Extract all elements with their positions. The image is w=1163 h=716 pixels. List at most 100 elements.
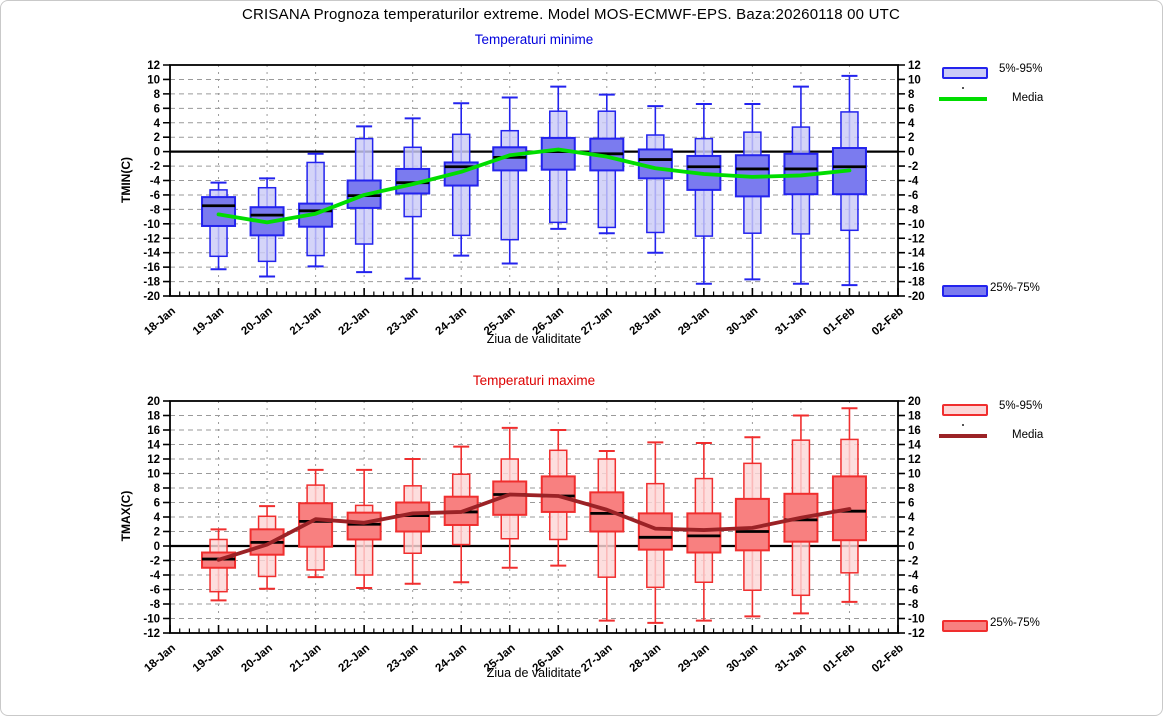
tmax-legend-media-label: Media [1012, 429, 1044, 441]
tmax-legend-5-95-label: 5%-95% [999, 400, 1043, 412]
tmin-y-tick-label-left: -18 [143, 277, 160, 289]
tmin-box-24-Jan [443, 102, 479, 257]
tmax-box-27-Jan [589, 450, 625, 622]
tmax-plot-border [169, 400, 899, 634]
tmax-y-tick-label-left: 12 [147, 454, 160, 466]
tmin-legend-dot [962, 87, 964, 89]
tmin-y-tick-label-right: -12 [908, 233, 925, 245]
tmin-y-tick-label-right: -2 [908, 161, 918, 173]
tmax-y-tick-label-right: 10 [908, 469, 921, 481]
tmax-y-tick-label-left: 20 [147, 396, 160, 408]
tmax-y-tick-label-left: 10 [147, 469, 160, 481]
tmax-y-tick-label-left: 8 [154, 483, 161, 495]
box-25-75 [346, 511, 382, 541]
tmax-legend-5-95-swatch [942, 404, 988, 416]
tmin-y-tick-label-left: -6 [150, 190, 160, 202]
tmin-box-28-Jan [637, 105, 673, 254]
tmax-y-tick-label-right: 8 [908, 483, 915, 495]
tmax-y-tick-label-right: -2 [908, 556, 918, 568]
tmax-y-tick-label-right: -10 [908, 614, 925, 626]
tmin-y-tick-label-left: -4 [150, 176, 161, 188]
tmax-y-tick-label-right: 6 [908, 498, 914, 510]
tmax-y-tick-label-left: -4 [150, 570, 161, 582]
tmax-y-tick-label-right: 18 [908, 411, 921, 423]
tmax-y-tick-label-right: 12 [908, 454, 921, 466]
tmax-y-tick-label-right: 14 [908, 440, 921, 452]
tmin-y-tick-label-left: -12 [143, 233, 160, 245]
tmin-y-tick-label-right: 4 [908, 118, 915, 130]
tmax-chart: -12 -12 -10 -10 -8 -8 -6 -6 -4 -4 -2 -2 0 0 2 2 4 4 6 6 8 8 10… [142, 396, 924, 675]
tmin-y-axis-label: TMIN(C) [119, 157, 133, 203]
box-25-75 [734, 497, 770, 552]
tmin-plot-border [169, 64, 899, 297]
tmin-y-tick-label-left: -10 [143, 219, 160, 231]
tmin-y-tick-label-left: -14 [143, 248, 160, 260]
tmax-legend-dot [962, 424, 964, 426]
tmax-y-tick-label-left: 2 [154, 527, 160, 539]
tmin-y-tick-label-left: 0 [154, 147, 160, 159]
tmin-legend-25-75-swatch [942, 285, 988, 297]
tmax-x-axis-title: Ziua de validitate [486, 666, 582, 680]
tmin-legend-media-swatch [939, 97, 987, 101]
tmin-y-tick-label-left: -2 [150, 161, 160, 173]
tmax-chart-title: Temperaturi maxime [472, 373, 596, 388]
tmin-y-tick-label-right: 10 [908, 74, 921, 86]
tmax-y-tick-label-right: -12 [908, 628, 925, 640]
tmax-y-tick-label-left: 4 [154, 512, 161, 524]
tmin-y-tick-label-left: 6 [154, 103, 160, 115]
tmin-y-tick-label-left: 8 [154, 89, 161, 101]
tmin-legend-media-label: Media [1012, 92, 1044, 104]
tmin-y-tick-label-left: 12 [147, 60, 160, 72]
tmax-box-01-Feb [831, 407, 867, 603]
tmin-x-axis-title: Ziua de validitate [486, 332, 582, 346]
tmax-y-tick-label-left: 16 [147, 425, 160, 437]
tmin-y-tick-label-left: 4 [154, 118, 161, 130]
tmax-mean-line [216, 492, 852, 562]
tmin-mean-line [216, 147, 852, 225]
tmax-y-tick-label-right: 16 [908, 425, 921, 437]
tmax-box-28-Jan [637, 441, 673, 624]
tmax-y-tick-label-left: -2 [150, 556, 160, 568]
tmax-box-30-Jan [734, 436, 770, 618]
tmin-y-tick-label-right: -14 [908, 248, 925, 260]
tmax-y-tick-label-left: 14 [147, 440, 160, 452]
box-25-75 [686, 512, 722, 554]
tmax-y-tick-label-right: 2 [908, 527, 914, 539]
box-25-75 [589, 491, 625, 533]
tmax-y-tick-label-right: -6 [908, 585, 918, 597]
tmin-legend-5-95-label: 5%-95% [999, 63, 1043, 75]
tmax-y-tick-label-left: -10 [143, 614, 160, 626]
tmin-y-tick-label-left: -8 [150, 204, 161, 216]
tmin-y-tick-label-left: 10 [147, 74, 160, 86]
tmin-y-tick-label-right: -10 [908, 219, 925, 231]
tmax-y-tick-label-left: -12 [143, 628, 160, 640]
tmax-y-tick-label-left: -6 [150, 585, 160, 597]
tmin-y-tick-label-right: 12 [908, 60, 921, 72]
tmax-y-tick-label-left: 6 [154, 498, 160, 510]
tmin-y-tick-label-right: 6 [908, 103, 914, 115]
tmax-box-23-Jan [395, 458, 431, 585]
tmax-y-axis-label: TMAX(C) [119, 490, 133, 542]
tmin-box-23-Jan [395, 117, 431, 280]
tmax-legend-25-75-swatch [942, 620, 988, 632]
tmax-y-tick-label-right: -4 [908, 570, 919, 582]
tmin-y-tick-label-right: -8 [908, 204, 919, 216]
tmin-y-tick-label-right: 8 [908, 89, 915, 101]
tmin-chart-title: Temperaturi minime [474, 32, 594, 47]
tmin-box-27-Jan [589, 93, 625, 235]
box-25-75 [540, 136, 576, 171]
tmax-box-24-Jan [443, 445, 479, 584]
tmin-box-01-Feb [831, 74, 867, 287]
tmin-y-tick-label-right: -18 [908, 277, 925, 289]
tmin-y-tick-label-left: -20 [143, 291, 160, 303]
tmin-y-tick-label-right: 2 [908, 132, 914, 144]
tmin-legend-25-75-label: 25%-75% [990, 282, 1040, 294]
tmin-box-19-Jan [201, 181, 237, 271]
box-25-75 [201, 196, 237, 227]
tmax-legend-media-swatch [939, 434, 987, 438]
tmin-box-31-Jan [783, 85, 819, 285]
tmax-y-tick-label-right: 0 [908, 541, 914, 553]
tmin-y-tick-label-right: -4 [908, 176, 919, 188]
